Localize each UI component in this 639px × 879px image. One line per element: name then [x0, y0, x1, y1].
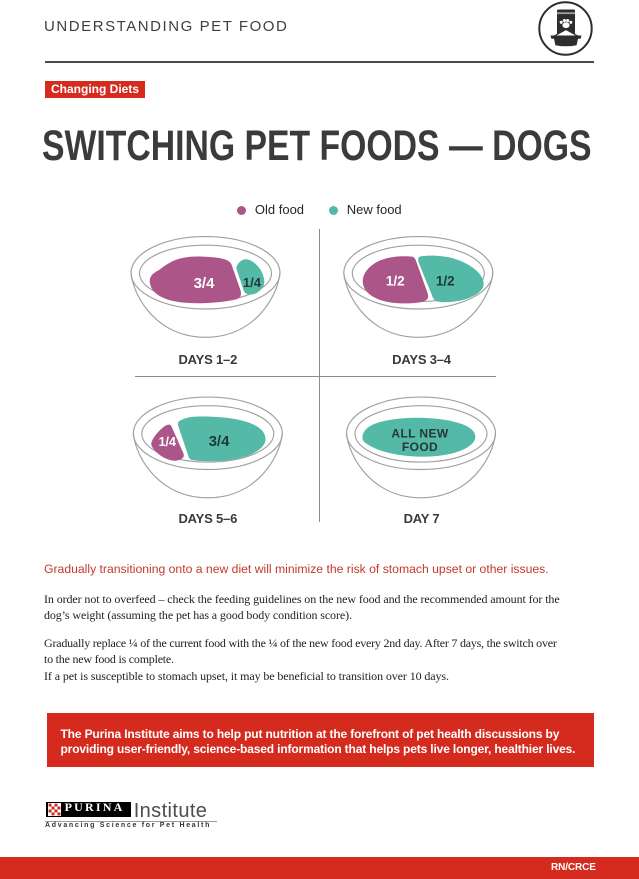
svg-text:1/4: 1/4 [159, 435, 176, 449]
svg-text:1/2: 1/2 [386, 273, 405, 288]
svg-text:FOOD: FOOD [402, 440, 438, 454]
svg-text:1/2: 1/2 [436, 273, 455, 288]
svg-text:3/4: 3/4 [209, 433, 231, 450]
svg-text:ALL NEW: ALL NEW [391, 426, 449, 440]
svg-text:3/4: 3/4 [194, 275, 216, 292]
svg-text:1/4: 1/4 [243, 275, 262, 290]
